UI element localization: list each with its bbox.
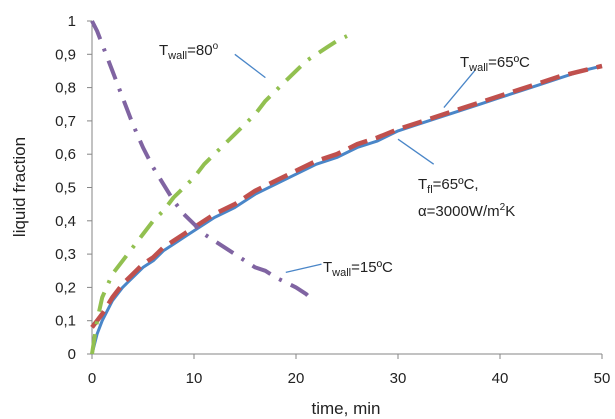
x-tick-label: 0 xyxy=(88,370,96,387)
y-tick-label: 0,1 xyxy=(55,313,76,330)
y-tick-label: 0,2 xyxy=(55,279,76,296)
annotation-wall65: Twall=65ºC xyxy=(460,54,530,74)
leader-wall80 xyxy=(234,53,266,79)
y-tick-label: 0,6 xyxy=(55,146,76,163)
y-tick-label: 0,8 xyxy=(55,80,76,97)
annotation-leaders xyxy=(234,53,475,274)
annotation-wall80: Twall=80o xyxy=(159,41,219,62)
series-line-wall65 xyxy=(90,64,603,355)
annotation-fluid: Tfl=65ºC, xyxy=(418,176,479,196)
y-tick-label: 0,9 xyxy=(55,46,76,63)
x-tick-label: 40 xyxy=(492,370,509,387)
y-tick-label: 0,4 xyxy=(55,213,76,230)
series-line-fluid65 xyxy=(90,63,603,329)
y-axis-title: liquid fraction xyxy=(10,137,29,237)
y-tick-label: 0,3 xyxy=(55,246,76,263)
series-line-wall15 xyxy=(90,20,313,301)
series-layer xyxy=(90,20,603,355)
x-axis-title: time, min xyxy=(312,399,381,418)
axes: 00,10,20,30,40,50,60,70,80,910 10 20 30 40 50 xyxy=(55,13,610,387)
leader-fluid xyxy=(397,138,435,165)
leader-wall15 xyxy=(285,263,322,274)
annotation-alpha: α=3000W/m2K xyxy=(418,202,515,220)
x-tick-label: 30 xyxy=(390,370,407,387)
annotation-wall15: Twall=15ºC xyxy=(323,259,393,279)
y-tick-label: 1 xyxy=(68,13,76,30)
leader-wall65 xyxy=(443,70,475,108)
x-tick-label: 10 xyxy=(186,370,203,387)
x-tick-label: 50 xyxy=(594,370,611,387)
y-tick-label: 0 xyxy=(68,346,76,363)
y-tick-label: 0,7 xyxy=(55,113,76,130)
series-line-wall80 xyxy=(90,34,348,355)
y-tick-label: 0,5 xyxy=(55,180,76,197)
x-tick-label: 20 xyxy=(288,370,305,387)
